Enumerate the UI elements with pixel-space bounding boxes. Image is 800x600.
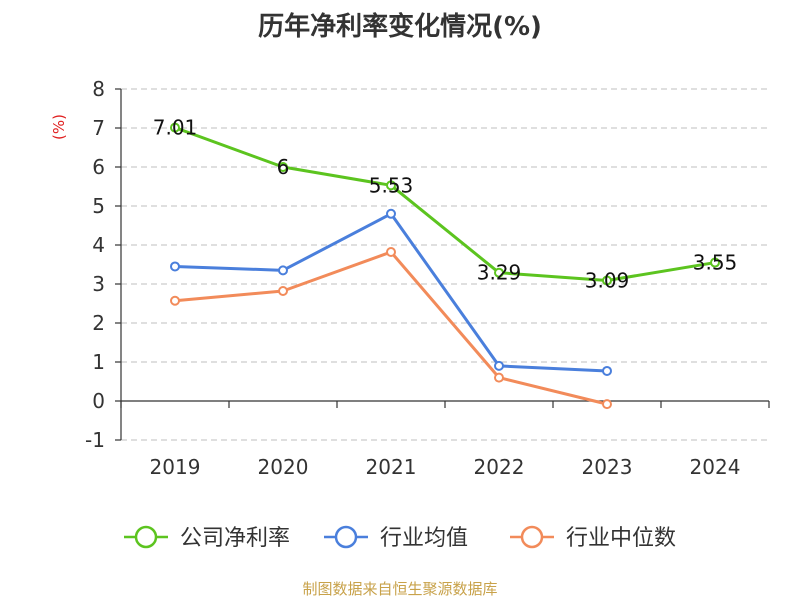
y-tick-label: 3 bbox=[92, 272, 105, 296]
x-tick-label: 2024 bbox=[690, 455, 741, 479]
data-point bbox=[386, 247, 396, 258]
y-tick-label: 2 bbox=[92, 311, 105, 335]
data-point bbox=[386, 180, 396, 191]
data-point bbox=[602, 275, 612, 286]
data-point bbox=[170, 295, 180, 306]
data-point bbox=[170, 122, 180, 133]
data-point bbox=[710, 257, 720, 268]
legend-marker bbox=[520, 525, 544, 549]
legend-label: 行业均值 bbox=[380, 526, 468, 551]
data-label: 3.55 bbox=[693, 251, 738, 275]
y-tick-label: 0 bbox=[92, 389, 105, 413]
series-line bbox=[174, 212, 608, 373]
legend-marker bbox=[134, 525, 158, 549]
y-tick-label: 5 bbox=[92, 194, 105, 218]
data-point bbox=[170, 261, 180, 272]
y-tick-label: 1 bbox=[92, 350, 105, 374]
y-axis-label: (%) bbox=[50, 114, 68, 140]
legend-label: 公司净利率 bbox=[180, 526, 290, 551]
data-point bbox=[494, 372, 504, 383]
data-label: 7.01 bbox=[153, 116, 198, 140]
series-line bbox=[174, 126, 716, 282]
data-point bbox=[278, 265, 288, 276]
x-tick-label: 2021 bbox=[366, 455, 417, 479]
data-point bbox=[494, 267, 504, 278]
y-tick-label: -1 bbox=[85, 428, 105, 452]
x-tick-label: 2019 bbox=[150, 455, 201, 479]
data-point bbox=[278, 286, 288, 297]
data-label: 6 bbox=[277, 155, 290, 179]
y-tick-label: 4 bbox=[92, 233, 105, 257]
x-tick-label: 2020 bbox=[258, 455, 309, 479]
y-tick-label: 7 bbox=[92, 116, 105, 140]
legend-marker bbox=[334, 525, 358, 549]
data-label: 3.09 bbox=[585, 268, 630, 292]
data-point bbox=[602, 399, 612, 410]
legend-label: 行业中位数 bbox=[566, 526, 676, 551]
data-point bbox=[278, 162, 288, 172]
data-point bbox=[386, 208, 396, 219]
data-label: 5.53 bbox=[369, 173, 414, 197]
source-note: 制图数据来自恒生聚源数据库 bbox=[302, 580, 498, 598]
chart-title: 历年净利率变化情况(%) bbox=[258, 12, 542, 42]
y-tick-label: 8 bbox=[92, 77, 105, 101]
x-tick-label: 2022 bbox=[474, 455, 525, 479]
data-point bbox=[494, 360, 504, 371]
x-tick-label: 2023 bbox=[582, 455, 633, 479]
y-tick-label: 6 bbox=[92, 155, 105, 179]
data-label: 3.29 bbox=[477, 261, 522, 285]
data-point bbox=[602, 365, 612, 376]
